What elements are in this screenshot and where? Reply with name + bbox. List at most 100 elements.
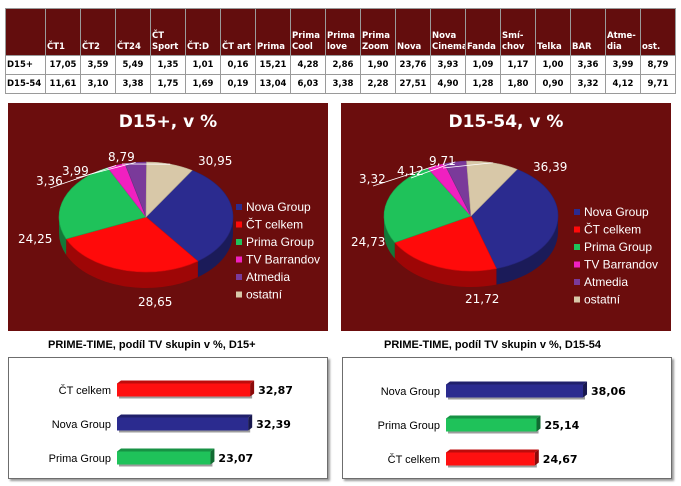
bar-chart-d15: ČT celkem 32,87 Nova Group 32,39 Prima Group… — [49, 380, 293, 467]
bar-category-label: Prima Group — [49, 453, 111, 465]
column-header: ČT2 — [80, 8, 116, 56]
table-cell: 3,38 — [325, 74, 361, 94]
table-cell: 3,93 — [430, 55, 466, 75]
pie-leader-line — [442, 162, 493, 169]
legend-label: Atmedia — [246, 270, 290, 284]
table-cell: 3,99 — [605, 55, 641, 75]
pie-leader-line — [49, 164, 117, 189]
column-header: Atme-dia — [605, 8, 641, 56]
pie-value-label: 28,65 — [138, 295, 172, 309]
legend-label: ČT celkem — [584, 222, 641, 237]
pie-value-label: 21,72 — [465, 292, 499, 306]
column-header: BAR — [570, 8, 606, 56]
pie-slice-side — [394, 242, 497, 287]
table-cell: 0,90 — [535, 74, 571, 94]
table-cell: 15,21 — [255, 55, 291, 75]
bar — [446, 381, 588, 400]
column-header: Fanda — [465, 8, 501, 56]
legend-swatch — [236, 221, 242, 228]
legend-swatch — [574, 296, 580, 303]
table-cell: 3,10 — [80, 74, 116, 94]
bar-value-label: 32,87 — [258, 384, 293, 397]
legend-label: Nova Group — [584, 205, 649, 219]
column-header: Nova Cinema — [430, 8, 466, 56]
pie-slice — [383, 167, 472, 243]
bar-chart-panel-d15: ČT celkem 32,87 Nova Group 32,39 Prima Group… — [8, 357, 328, 479]
column-header: Prima love — [325, 8, 361, 56]
table-cell: 1,01 — [185, 55, 221, 75]
pie-chart-d15-54: D15-54, v % 36,39 21,72 24,73 3,32 4,12 9,71 No… — [351, 112, 658, 307]
table-cell: 11,61 — [45, 74, 81, 94]
share-table: ČT1 ČT2 ČT24 ČT Sport ČT:D ČT art Prima P… — [5, 8, 676, 94]
pie-chart-title: D15-54, v % — [449, 112, 564, 132]
table-corner-cell — [5, 8, 46, 56]
table-cell: 0,19 — [220, 74, 256, 94]
table-cell: 1,35 — [150, 55, 186, 75]
bar-value-label: 25,14 — [545, 419, 580, 432]
table-cell: 23,76 — [395, 55, 431, 75]
table-cell: 1,69 — [185, 74, 221, 94]
pie-chart-d15: D15+, v % 30,95 28,65 24,25 3,363,99 8,79 Nova… — [18, 112, 320, 309]
column-header: Prima — [255, 8, 291, 56]
legend-label: ostatní — [246, 288, 283, 302]
table-cell: 4,28 — [290, 55, 326, 75]
bar-value-label: 38,06 — [591, 385, 626, 398]
table-cell: 1,28 — [465, 74, 501, 94]
table-cell: 2,28 — [360, 74, 396, 94]
bar-category-label: Nova Group — [381, 386, 440, 398]
pie-value-label: 24,25 — [18, 232, 52, 246]
table-row: D15-54 11,61 3,10 3,38 1,75 1,69 0,19 13… — [5, 74, 676, 94]
table-cell: 3,38 — [115, 74, 151, 94]
legend-swatch — [236, 291, 242, 298]
pie-legend: Nova Group ČT celkem Prima Group TV Barrand… — [574, 205, 658, 307]
table-cell: 8,79 — [640, 55, 676, 75]
pie-slice-side — [59, 217, 67, 255]
bar — [117, 414, 253, 433]
bar-chart-title: PRIME-TIME, podíl TV skupin v %, D15-54 — [384, 339, 601, 351]
pie-legend: Nova Group ČT celkem Prima Group TV Barrand… — [236, 200, 320, 302]
table-cell: 4,12 — [605, 74, 641, 94]
pie-leader-line — [410, 161, 456, 179]
table-cell: 4,90 — [430, 74, 466, 94]
pie-leader-line — [75, 162, 136, 179]
table-cell: 1,17 — [500, 55, 536, 75]
table-cell: 6,03 — [290, 74, 326, 94]
bar-category-label: ČT celkem — [59, 384, 111, 397]
pie-value-label: 3,99 — [62, 164, 89, 178]
pie-value-label: 36,39 — [533, 160, 567, 174]
pie-chart-title: D15+, v % — [119, 112, 217, 132]
table-cell: 13,04 — [255, 74, 291, 94]
pie-slice — [145, 170, 234, 262]
table-cell: 1,90 — [360, 55, 396, 75]
bar — [117, 448, 215, 467]
column-header: ČT Sport — [150, 8, 186, 56]
legend-label: Atmedia — [584, 275, 628, 289]
bar-category-label: ČT celkem — [388, 453, 440, 466]
bar — [446, 449, 539, 468]
table-cell: 9,71 — [640, 74, 676, 94]
legend-swatch — [574, 279, 580, 285]
column-header: Smí-chov — [500, 8, 536, 56]
column-header: Prima Zoom — [360, 8, 396, 56]
bar-chart-title: PRIME-TIME, podíl TV skupin v %, D15+ — [48, 339, 256, 351]
pie-value-label: 8,79 — [108, 150, 135, 164]
bar-chart-d15-54: Nova Group 38,06 Prima Group 25,14 ČT celkem… — [378, 381, 626, 468]
pie-value-label: 3,32 — [359, 172, 386, 186]
legend-swatch — [574, 209, 580, 215]
legend-swatch — [574, 244, 580, 250]
pie-slice-side — [66, 238, 198, 288]
table-cell: 1,00 — [535, 55, 571, 75]
table-cell: 1,75 — [150, 74, 186, 94]
legend-swatch — [574, 226, 580, 233]
table-header-row: ČT1 ČT2 ČT24 ČT Sport ČT:D ČT art Prima P… — [5, 8, 676, 56]
pie-chart-panel-d15-54: D15-54, v % 36,39 21,72 24,73 3,32 4,12 9,71 No… — [341, 103, 671, 331]
bar-value-label: 24,67 — [543, 453, 578, 466]
legend-swatch — [236, 274, 242, 280]
bar — [446, 415, 541, 434]
legend-swatch — [236, 239, 242, 245]
legend-swatch — [574, 261, 580, 268]
table-cell: 27,51 — [395, 74, 431, 94]
pie-chart-panel-d15: D15+, v % 30,95 28,65 24,25 3,36 3,99 8,79 Nova… — [8, 103, 328, 331]
table-cell: 3,32 — [570, 74, 606, 94]
column-header: Prima Cool — [290, 8, 326, 56]
